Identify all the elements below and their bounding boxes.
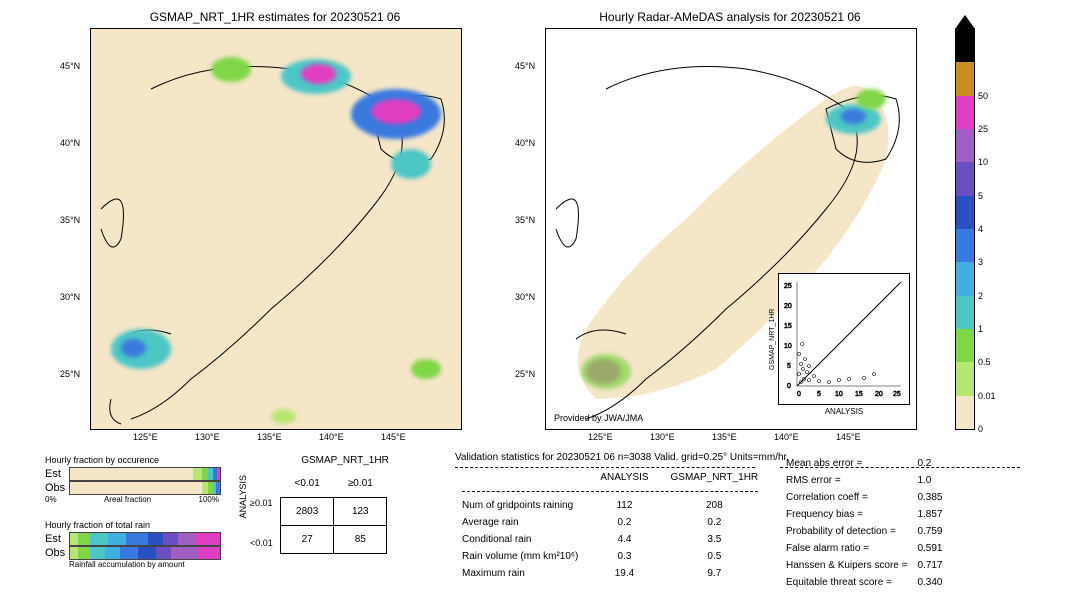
xtick: 130°E — [650, 432, 675, 442]
row-ge: ≥0.01 — [250, 498, 272, 508]
ytick: 45°N — [515, 61, 535, 71]
ytick: 35°N — [515, 215, 535, 225]
est-label: Est — [45, 468, 65, 480]
scatter-inset: 05 1015 2025 05 1015 2025 ANALYSIS GSMAP… — [778, 273, 910, 405]
svg-text:25: 25 — [893, 391, 901, 398]
svg-text:20: 20 — [784, 303, 792, 310]
scatter-ylabel: GSMAP_NRT_1HR — [769, 274, 776, 404]
fraction-occurrence: Hourly fraction by occurence Est Obs 0% … — [45, 455, 221, 504]
provider-label: Provided by JWA/JMA — [554, 413, 643, 423]
svg-text:5: 5 — [787, 363, 791, 370]
xtick: 140°E — [319, 432, 344, 442]
validation-title: Validation statistics for 20230521 06 n=… — [455, 452, 789, 463]
total-footer: Rainfall accumulation by amount — [69, 560, 221, 569]
xtick: 125°E — [133, 432, 158, 442]
right-map: Provided by JWA/JMA 0 5 10 15 20 25 0 5 10 15 — [545, 28, 917, 430]
xtick: 135°E — [712, 432, 737, 442]
xtick: 125°E — [588, 432, 613, 442]
occ-mid: Areal fraction — [104, 495, 151, 504]
contingency-row-header: ANALYSIS — [238, 475, 248, 518]
occ-right: 100% — [199, 495, 219, 504]
svg-text:10: 10 — [784, 343, 792, 350]
xtick: 145°E — [381, 432, 406, 442]
svg-text:15: 15 — [784, 323, 792, 330]
row-lt: <0.01 — [250, 538, 273, 548]
contingency-col-header: GSMAP_NRT_1HR — [270, 455, 420, 466]
obs-label2: Obs — [45, 547, 65, 559]
contingency-table: <0.01≥0.01 2803123 2785 — [280, 470, 387, 554]
ytick: 25°N — [60, 369, 80, 379]
validation-metrics: Mean abs error =0.2RMS error =1.0Correla… — [780, 454, 948, 592]
svg-text:20: 20 — [875, 391, 883, 398]
ytick: 40°N — [60, 138, 80, 148]
scatter-xlabel: ANALYSIS — [779, 407, 909, 416]
left-map — [90, 28, 462, 430]
occ-est-bar — [69, 467, 221, 481]
svg-text:5: 5 — [817, 391, 821, 398]
ytick: 40°N — [515, 138, 535, 148]
ytick: 30°N — [60, 292, 80, 302]
tot-obs-bar — [69, 546, 221, 560]
ytick: 45°N — [60, 61, 80, 71]
xtick: 145°E — [836, 432, 861, 442]
ytick: 35°N — [60, 215, 80, 225]
ytick: 30°N — [515, 292, 535, 302]
tot-est-bar — [69, 532, 221, 546]
obs-label: Obs — [45, 482, 65, 494]
ytick: 25°N — [515, 369, 535, 379]
svg-text:0: 0 — [797, 391, 801, 398]
total-title: Hourly fraction of total rain — [45, 520, 221, 530]
left-map-title: GSMAP_NRT_1HR estimates for 20230521 06 — [90, 10, 460, 24]
svg-text:0: 0 — [787, 383, 791, 390]
xtick: 140°E — [774, 432, 799, 442]
right-map-title: Hourly Radar-AMeDAS analysis for 2023052… — [545, 10, 915, 24]
xtick: 135°E — [257, 432, 282, 442]
svg-text:15: 15 — [855, 391, 863, 398]
svg-text:10: 10 — [835, 391, 843, 398]
est-label2: Est — [45, 533, 65, 545]
fraction-total: Hourly fraction of total rain Est Obs Ra… — [45, 520, 221, 569]
occ-obs-bar — [69, 481, 221, 495]
occ-title: Hourly fraction by occurence — [45, 455, 221, 465]
occ-left: 0% — [45, 495, 57, 504]
xtick: 130°E — [195, 432, 220, 442]
svg-text:25: 25 — [784, 283, 792, 290]
colorbar: 00.010.512345102550 — [955, 28, 975, 430]
validation-left-table: ANALYSISGSMAP_NRT_1HRNum of gridpoints r… — [450, 468, 770, 583]
